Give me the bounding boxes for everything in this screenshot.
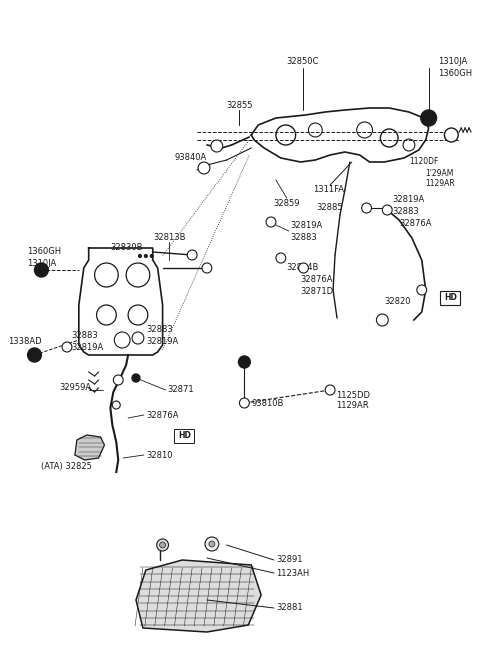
Text: 32819A: 32819A — [291, 221, 323, 229]
Circle shape — [299, 263, 309, 273]
Circle shape — [211, 140, 223, 152]
Polygon shape — [75, 435, 105, 460]
Text: 32819A: 32819A — [392, 196, 424, 204]
Circle shape — [240, 398, 249, 408]
Text: 32883: 32883 — [392, 208, 419, 217]
Text: 32850C: 32850C — [287, 58, 319, 66]
Circle shape — [187, 250, 197, 260]
Text: 1310JA: 1310JA — [27, 258, 57, 267]
Circle shape — [160, 542, 166, 548]
FancyBboxPatch shape — [441, 291, 460, 305]
Text: 32854B: 32854B — [287, 263, 319, 271]
Text: 93810B: 93810B — [252, 399, 284, 407]
Text: 32820: 32820 — [384, 298, 411, 307]
Text: 32883: 32883 — [71, 332, 98, 340]
Text: 32813B: 32813B — [153, 233, 186, 242]
Text: 32959A: 32959A — [59, 384, 91, 392]
Text: 32810: 32810 — [146, 451, 172, 459]
Circle shape — [325, 385, 335, 395]
Circle shape — [383, 205, 392, 215]
Text: 32881: 32881 — [276, 604, 302, 612]
Text: 32859: 32859 — [274, 198, 300, 208]
Text: 32876A: 32876A — [146, 411, 179, 420]
Circle shape — [376, 314, 388, 326]
Circle shape — [156, 539, 168, 551]
Text: 1360GH: 1360GH — [439, 68, 473, 78]
Text: 32855: 32855 — [226, 101, 252, 110]
Text: HD: HD — [178, 432, 191, 440]
Circle shape — [266, 217, 276, 227]
Text: (ATA) 32825: (ATA) 32825 — [41, 463, 92, 472]
Text: 1129AR: 1129AR — [336, 401, 369, 411]
Circle shape — [444, 128, 458, 142]
Circle shape — [113, 375, 123, 385]
Circle shape — [417, 285, 427, 295]
Text: 1'29AM: 1'29AM — [426, 168, 454, 177]
Text: 1123AH: 1123AH — [276, 568, 309, 578]
Text: 32876A: 32876A — [300, 275, 333, 284]
Text: 32819A: 32819A — [146, 336, 178, 346]
Text: 32871: 32871 — [168, 386, 194, 394]
Text: 32876A: 32876A — [399, 219, 432, 229]
Circle shape — [112, 401, 120, 409]
Circle shape — [27, 348, 41, 362]
Circle shape — [276, 253, 286, 263]
Text: 1338AD: 1338AD — [8, 338, 41, 346]
FancyBboxPatch shape — [174, 429, 194, 443]
Circle shape — [239, 356, 250, 368]
Text: 32819A: 32819A — [71, 342, 103, 351]
Text: 32891: 32891 — [276, 556, 302, 564]
Text: 1120DF: 1120DF — [409, 158, 438, 166]
Polygon shape — [136, 560, 261, 632]
Text: 1360GH: 1360GH — [27, 248, 62, 256]
Text: 32871D: 32871D — [300, 288, 334, 296]
Text: 32883: 32883 — [146, 325, 173, 334]
Text: 32830B: 32830B — [110, 244, 143, 252]
Text: 93840A: 93840A — [175, 152, 207, 162]
Circle shape — [202, 263, 212, 273]
Text: 1311FA: 1311FA — [312, 185, 344, 194]
Circle shape — [132, 332, 144, 344]
Text: 1125DD: 1125DD — [336, 390, 370, 399]
Circle shape — [209, 541, 215, 547]
Circle shape — [132, 374, 140, 382]
Text: 1310JA: 1310JA — [439, 58, 468, 66]
Circle shape — [150, 254, 153, 258]
Text: 32883: 32883 — [291, 233, 317, 242]
Text: 1129AR: 1129AR — [426, 179, 456, 187]
Circle shape — [421, 110, 436, 126]
Circle shape — [62, 342, 72, 352]
Circle shape — [35, 263, 48, 277]
Circle shape — [144, 254, 147, 258]
Circle shape — [205, 537, 219, 551]
Text: HD: HD — [444, 294, 457, 302]
Text: 32885: 32885 — [316, 204, 343, 212]
Circle shape — [198, 162, 210, 174]
Circle shape — [138, 254, 142, 258]
Circle shape — [361, 203, 372, 213]
